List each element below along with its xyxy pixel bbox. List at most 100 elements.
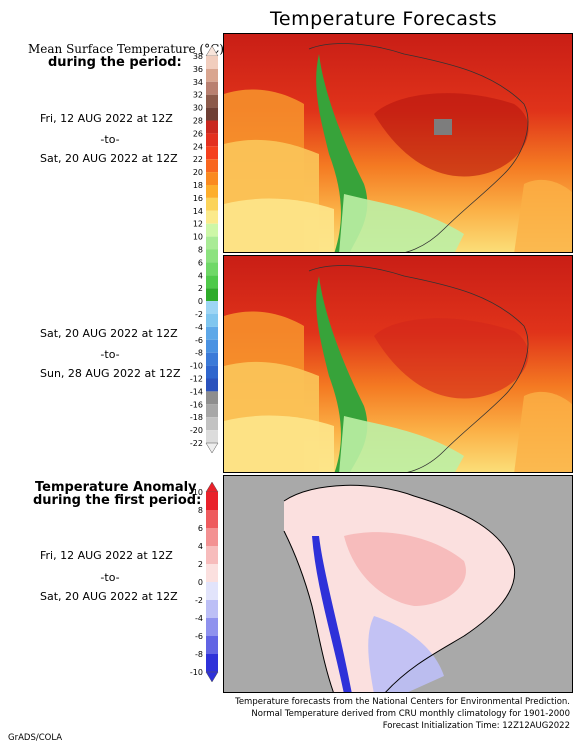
temp-colorbar-tick-label: 0 [198, 297, 203, 306]
anom-colorbar-tick-label: 2 [198, 560, 203, 569]
anom-colorbar-swatch [206, 654, 218, 672]
temp-colorbar-swatch [206, 391, 218, 405]
temp-colorbar-swatch [206, 236, 218, 250]
footer-line3: Forecast Initialization Time: 12Z12AUG20… [382, 721, 570, 731]
temp-colorbar-swatch [206, 288, 218, 302]
temp-colorbar-swatch [206, 430, 218, 443]
temp-colorbar-tick-label: 16 [193, 194, 203, 203]
temp-colorbar-swatch [206, 172, 218, 185]
temp-colorbar-tick-label: -6 [195, 336, 203, 345]
period2-separator: -to- [100, 348, 120, 361]
period2-end: Sun, 28 AUG 2022 at 12Z [40, 367, 181, 380]
temp-colorbar-swatch [206, 339, 218, 353]
temp-colorbar-tick-label: 28 [193, 117, 203, 126]
temp-colorbar-swatch [206, 120, 218, 134]
temp-colorbar-swatch [206, 197, 218, 211]
grads-logo-text: GrADS/COLA [8, 733, 63, 743]
temp-colorbar-tick-label: 36 [193, 65, 203, 74]
temp-colorbar-swatch [206, 378, 218, 392]
period1-end: Sat, 20 AUG 2022 at 12Z [40, 152, 178, 165]
temp-colorbar-swatch [206, 301, 218, 314]
temp-colorbar-tick-label: 2 [198, 284, 203, 293]
period3-separator: -to- [100, 571, 120, 584]
anom-colorbar-tick-label: -6 [195, 632, 203, 641]
anom-colorbar-tick-label: 6 [198, 524, 203, 533]
anom-colorbar-tick-label: -2 [195, 596, 203, 605]
temp-colorbar-tick-label: 12 [193, 220, 203, 229]
temp-colorbar-swatch [206, 326, 218, 340]
temp-colorbar-swatch [206, 94, 218, 108]
anom-colorbar-swatch [206, 582, 218, 600]
anom-colorbar-swatch [206, 636, 218, 654]
anom-colorbar-tick-label: 4 [198, 542, 203, 551]
temp-colorbar-swatch [206, 249, 218, 263]
temp-colorbar-tick-label: 4 [198, 271, 203, 280]
temp-colorbar-top-arrow [205, 45, 219, 57]
temp-colorbar-tick-label: -4 [195, 323, 203, 332]
temp-colorbar-swatch [206, 56, 218, 69]
anom-colorbar-swatch [206, 492, 218, 510]
temp-colorbar-tick-label: 38 [193, 52, 203, 61]
during-period-heading: during the period: [48, 55, 182, 70]
temp-colorbar-tick-label: 10 [193, 233, 203, 242]
temp-colorbar-tick-label: 34 [193, 78, 203, 87]
mean-temp-heading: Mean Surface Temperature (°C) [28, 42, 224, 56]
temp-colorbar-tick-label: 32 [193, 91, 203, 100]
temp-colorbar-tick-label: 22 [193, 155, 203, 164]
forecast-map-period2 [223, 255, 573, 473]
temp-colorbar-swatch [206, 107, 218, 121]
temp-colorbar-tick-label: -20 [190, 426, 203, 435]
temp-colorbar-tick-label: -8 [195, 349, 203, 358]
temp-colorbar-swatch [206, 262, 218, 276]
anom-colorbar-tick-label: -8 [195, 650, 203, 659]
temp-colorbar-bottom-arrow [205, 442, 219, 454]
anom-colorbar-tick-label: 8 [198, 506, 203, 515]
anom-colorbar-tick-label: 10 [193, 488, 203, 497]
temp-colorbar-swatch [206, 417, 218, 431]
temp-colorbar-tick-label: 26 [193, 129, 203, 138]
page-title: Temperature Forecasts [270, 8, 498, 30]
footer-line2: Normal Temperature derived from CRU mont… [251, 709, 570, 719]
anom-colorbar-swatch [206, 528, 218, 546]
period3-start: Fri, 12 AUG 2022 at 12Z [40, 549, 173, 562]
temp-colorbar-tick-label: 24 [193, 142, 203, 151]
temp-colorbar-tick-label: 20 [193, 168, 203, 177]
anom-colorbar-tick-label: -10 [190, 668, 203, 677]
temp-colorbar-tick-label: 18 [193, 181, 203, 190]
period3-end: Sat, 20 AUG 2022 at 12Z [40, 590, 178, 603]
temp-colorbar-tick-label: 6 [198, 258, 203, 267]
temp-colorbar-swatch [206, 314, 218, 327]
temp-colorbar-tick-label: 30 [193, 104, 203, 113]
temp-colorbar-tick-label: 8 [198, 246, 203, 255]
temp-colorbar-tick-label: -14 [190, 387, 203, 396]
anomaly-subheading: during the first period: [33, 493, 202, 508]
temp-colorbar-swatch [206, 210, 218, 224]
temp-colorbar-swatch [206, 159, 218, 173]
footer-line1: Temperature forecasts from the National … [235, 697, 570, 707]
anomaly-heading: Temperature Anomaly [35, 480, 197, 495]
temp-colorbar-tick-label: 14 [193, 207, 203, 216]
anom-colorbar-swatch [206, 564, 218, 582]
anom-colorbar-tick-label: 0 [198, 578, 203, 587]
anomaly-map [223, 475, 573, 693]
temp-colorbar-swatch [206, 404, 218, 418]
anom-colorbar-swatch [206, 618, 218, 636]
anom-colorbar-swatch [206, 546, 218, 564]
temp-colorbar-tick-label: -10 [190, 362, 203, 371]
temperature-colorbar: 38363432302826242220181614121086420-2-4-… [190, 45, 219, 454]
anom-colorbar-swatch [206, 600, 218, 618]
anom-colorbar-tick-label: -4 [195, 614, 203, 623]
temp-colorbar-swatch [206, 81, 218, 95]
anom-colorbar-bottom-arrow [205, 671, 219, 683]
temp-colorbar-swatch [206, 352, 218, 366]
temp-colorbar-tick-label: -12 [190, 375, 203, 384]
temp-colorbar-swatch [206, 275, 218, 289]
temp-colorbar-swatch [206, 185, 218, 198]
temp-colorbar-swatch [206, 146, 218, 160]
period1-start: Fri, 12 AUG 2022 at 12Z [40, 112, 173, 125]
temp-colorbar-tick-label: -2 [195, 310, 203, 319]
temp-colorbar-tick-label: -16 [190, 400, 203, 409]
anom-colorbar-swatch [206, 510, 218, 528]
temp-colorbar-swatch [206, 133, 218, 147]
period1-separator: -to- [100, 133, 120, 146]
